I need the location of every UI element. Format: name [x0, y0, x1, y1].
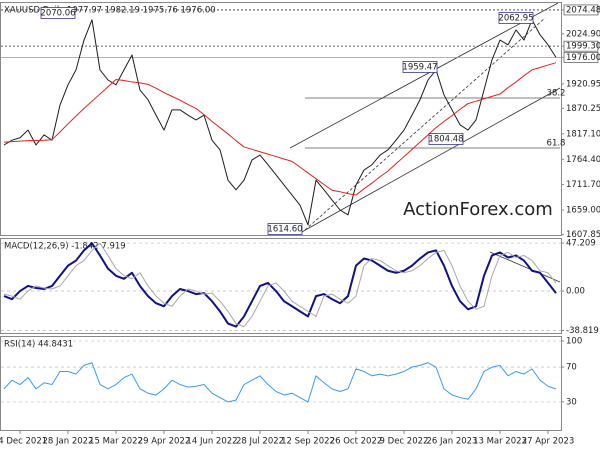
annotation-box [267, 223, 303, 235]
price-panel [0, 2, 562, 236]
y-tick-label: 1920.95 [566, 79, 600, 89]
y-tick-label: 47.209 [566, 239, 596, 249]
x-tick-label: 26 Jan 2023 [427, 437, 478, 447]
y-tick-label: 1976.00 [566, 53, 600, 63]
macd-panel [0, 238, 562, 334]
x-tick-label: 14 Dec 2021 [0, 437, 47, 447]
x-tick-label: 9 Dec 2022 [380, 437, 429, 447]
annotation-box [428, 133, 464, 145]
watermark: ActionForex.com [403, 199, 553, 220]
macd-trendline [489, 251, 561, 283]
x-tick-label: 14 Jun 2022 [186, 437, 237, 447]
x-tick-label: 28 Jan 2022 [43, 437, 94, 447]
y-tick-label: 1764.40 [566, 155, 600, 165]
rsi-panel [0, 336, 562, 431]
x-tick-label: 15 Mar 2022 [89, 437, 143, 447]
y-tick-label: 0.00 [566, 287, 585, 297]
y-tick-label: 100 [566, 337, 582, 347]
x-tick-label: 13 Mar 2023 [473, 437, 527, 447]
annotation: 2062.95 [498, 14, 533, 24]
annotation-box [402, 61, 438, 73]
y-tick-label: 30 [566, 397, 577, 407]
fib-label: 38.2 [547, 89, 566, 99]
y-tick-label: 1659.00 [566, 206, 600, 216]
y-tick-label: 1817.10 [566, 129, 600, 139]
x-tick-label: 26 Oct 2022 [330, 437, 383, 447]
series-line [3, 19, 557, 226]
annotation-box [498, 12, 534, 24]
channel-lower [299, 87, 561, 234]
annotation-box [40, 7, 76, 19]
panel-title: MACD(12,26,9) -1.842 7.919 [4, 242, 126, 252]
y-tick-label: -38.819 [566, 326, 599, 336]
y-tick-label: 2074.48 [566, 5, 600, 15]
y-tick-label: 1870.25 [566, 104, 600, 114]
y-tick-label: 1999.30 [566, 42, 600, 52]
fib-label: 61.8 [547, 139, 566, 149]
channel-upper [289, 2, 559, 149]
series-line [3, 362, 557, 403]
annotation: 2070.06 [40, 9, 75, 19]
y-tick-label: 1711.70 [566, 180, 600, 190]
y-tick-label: 1607.85 [566, 230, 600, 240]
series-line [3, 62, 557, 196]
y-tick-label: 70 [566, 363, 577, 373]
annotation: 1959.47 [402, 63, 437, 73]
x-tick-label: 29 Apr 2022 [138, 437, 191, 447]
x-tick-label: 27 Apr 2023 [522, 437, 575, 447]
series-line [3, 242, 557, 328]
panel-title: RSI(14) 44.8431 [4, 340, 73, 350]
series-line [3, 242, 557, 328]
channel-middle [304, 17, 546, 231]
x-tick-label: 12 Sep 2022 [281, 437, 335, 447]
panel-title: XAUUSD,Daily 1977.97 1982.19 1975.76 197… [4, 6, 216, 16]
annotation: 1804.48 [428, 135, 463, 145]
annotation: 1614.60 [267, 225, 302, 235]
x-tick-label: 28 Jul 2022 [236, 437, 284, 447]
y-tick-label: 2024.90 [566, 29, 600, 39]
